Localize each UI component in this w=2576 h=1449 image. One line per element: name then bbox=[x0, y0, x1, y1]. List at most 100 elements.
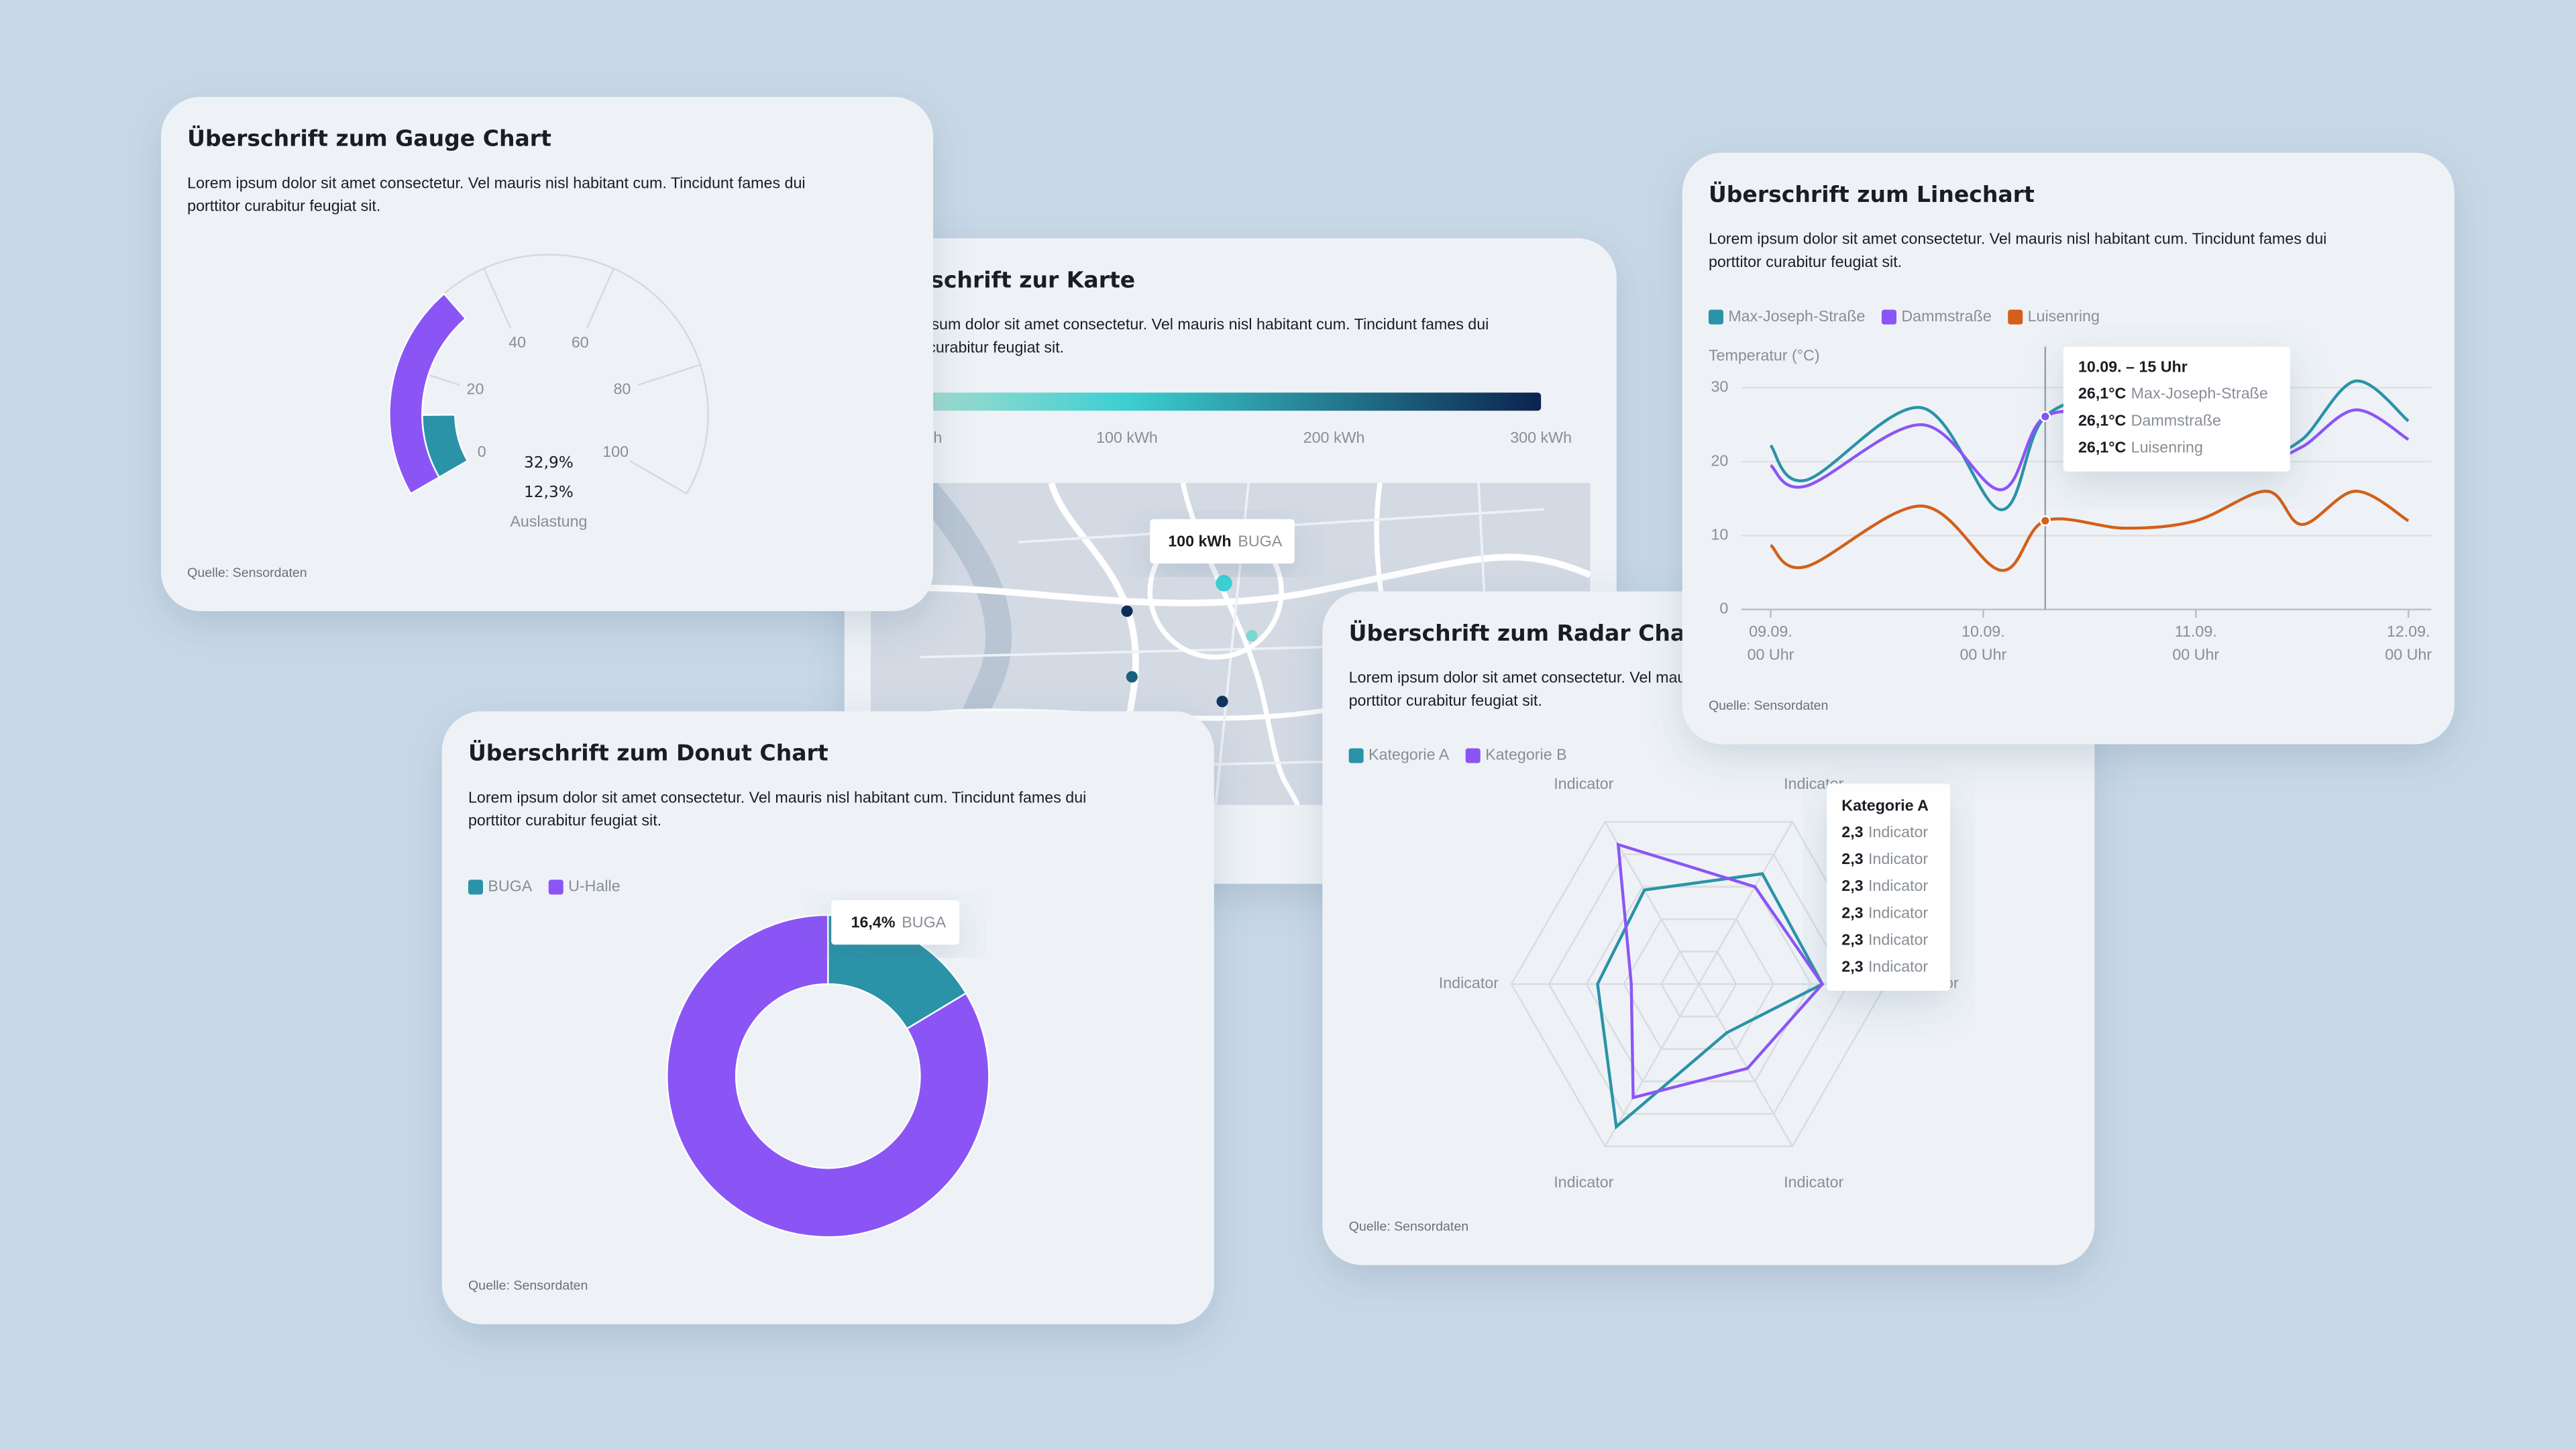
legend-swatch bbox=[548, 879, 564, 895]
donut-slice bbox=[666, 914, 990, 1238]
gauge-tick-label: 20 bbox=[467, 380, 484, 398]
tooltip-name: Indicator bbox=[1868, 930, 1928, 948]
tooltip-name: BUGA bbox=[1238, 532, 1282, 549]
card: Überschrift zum Gauge Chart Lorem ipsum d… bbox=[161, 97, 934, 612]
gauge-label: Auslastung bbox=[510, 513, 587, 530]
card-description: Lorem ipsum dolor sit amet consectetur. … bbox=[871, 315, 1489, 333]
legend-label: Max-Joseph-Straße bbox=[1728, 307, 1865, 325]
tooltip bbox=[1827, 784, 1950, 991]
gauge-tick-label: 0 bbox=[478, 443, 486, 460]
card-source: Quelle: Sensordaten bbox=[468, 1279, 588, 1293]
colorbar-tick-label: 100 kWh bbox=[1096, 429, 1158, 446]
tooltip-value: 2,3 bbox=[1841, 904, 1863, 921]
gauge-tick bbox=[586, 268, 614, 329]
tooltip-name: Luisenring bbox=[2131, 439, 2203, 456]
legend-swatch bbox=[468, 879, 483, 895]
card-description: porttitor curabitur feugiat sit. bbox=[1709, 253, 1902, 270]
legend-swatch bbox=[1881, 309, 1897, 325]
map-point bbox=[1126, 671, 1138, 683]
card: Überschrift zum Linechart Lorem ipsum dol… bbox=[1682, 152, 2455, 745]
x-tick-label: 09.09. bbox=[1749, 623, 1792, 640]
legend-label: Dammstraße bbox=[1901, 307, 1991, 325]
colorbar-tick-label: 200 kWh bbox=[1303, 429, 1365, 446]
tooltip-value: 2,3 bbox=[1841, 850, 1863, 867]
gauge-bar bbox=[421, 414, 469, 479]
tooltip-value: 26,1°C bbox=[2078, 411, 2127, 429]
colorbar bbox=[920, 392, 1542, 411]
line-series bbox=[1770, 490, 2410, 572]
radar-spoke bbox=[1698, 821, 1793, 985]
card: Überschrift zum Donut Chart Lorem ipsum d… bbox=[441, 711, 1214, 1324]
y-tick-label: 0 bbox=[1719, 600, 1728, 617]
tooltip bbox=[1150, 519, 1295, 564]
gauge-value: 12,3% bbox=[524, 483, 574, 501]
gauge-tick-label: 80 bbox=[613, 380, 631, 398]
x-tick-label: 10.09. bbox=[1962, 623, 2005, 640]
tooltip-value: 26,1°C bbox=[2078, 384, 2127, 402]
radar-spoke bbox=[1604, 821, 1700, 985]
map-point bbox=[1246, 630, 1258, 642]
tooltip-value: 2,3 bbox=[1841, 823, 1863, 841]
radar-spoke bbox=[1604, 983, 1700, 1147]
y-tick-label: 10 bbox=[1711, 526, 1728, 543]
gauge-tick-label: 40 bbox=[508, 333, 526, 351]
radar-series bbox=[1596, 872, 1825, 1130]
hover-point bbox=[2039, 515, 2051, 527]
tooltip-value: 2,3 bbox=[1841, 930, 1863, 948]
legend-swatch bbox=[2008, 309, 2023, 325]
x-tick-label: 00 Uhr bbox=[1960, 645, 2006, 663]
map-street bbox=[870, 553, 1591, 606]
card-title: Überschrift zum Donut Chart bbox=[468, 739, 828, 766]
card-title: Überschrift zum Linechart bbox=[1709, 180, 2035, 207]
card-source: Quelle: Sensordaten bbox=[1709, 698, 1829, 713]
legend-label: U-Halle bbox=[568, 877, 621, 895]
card-title: Überschrift zum Gauge Chart bbox=[187, 125, 551, 152]
card-bg bbox=[441, 711, 1214, 1324]
tooltip-name: Indicator bbox=[1868, 823, 1928, 841]
tooltip-name: Indicator bbox=[1868, 958, 1928, 975]
x-tick-label: 00 Uhr bbox=[2385, 645, 2432, 663]
x-tick-label: 12.09. bbox=[2387, 623, 2430, 640]
tooltip-name: Indicator bbox=[1868, 850, 1928, 867]
radar-axis-label: Indicator bbox=[1784, 1173, 1843, 1191]
gauge-tick-label: 100 bbox=[602, 443, 629, 460]
card-bg bbox=[161, 97, 934, 612]
tooltip bbox=[831, 900, 960, 945]
card-description: Lorem ipsum dolor sit amet consectetur. … bbox=[1709, 230, 2326, 248]
legend-swatch bbox=[1465, 748, 1481, 763]
radar-series bbox=[1616, 842, 1825, 1100]
legend-label: Kategorie A bbox=[1368, 746, 1450, 763]
gauge-tick bbox=[483, 268, 512, 329]
x-tick-label: 11.09. bbox=[2175, 623, 2217, 640]
gauge-value: 32,9% bbox=[524, 453, 574, 472]
legend-swatch bbox=[1708, 309, 1723, 325]
card-description: Lorem ipsum dolor sit amet consectetur. … bbox=[187, 174, 805, 191]
tooltip-name: Indicator bbox=[1868, 904, 1928, 921]
radar-axis-label: Indicator bbox=[1554, 775, 1613, 792]
tooltip-name: Indicator bbox=[1868, 877, 1928, 894]
card-source: Quelle: Sensordaten bbox=[187, 566, 307, 580]
card-description: porttitor curabitur feugiat sit. bbox=[187, 197, 380, 215]
card-bg bbox=[1322, 591, 2095, 1265]
map-point bbox=[1216, 575, 1232, 592]
card-description: Lorem ipsum dolor sit amet consectetur. … bbox=[468, 788, 1086, 806]
tooltip-value: 2,3 bbox=[1841, 958, 1863, 975]
colorbar-tick-label: 300 kWh bbox=[1510, 429, 1572, 446]
y-tick-label: 30 bbox=[1711, 378, 1728, 395]
radar-spoke bbox=[1698, 983, 1793, 1147]
card-source: Quelle: Sensordaten bbox=[1349, 1220, 1469, 1234]
map-point bbox=[1216, 696, 1228, 708]
tooltip-title: Kategorie A bbox=[1841, 797, 1929, 814]
legend-label: Luisenring bbox=[2028, 307, 2100, 325]
x-tick-label: 00 Uhr bbox=[2172, 645, 2219, 663]
hover-point bbox=[2039, 411, 2051, 423]
card-description: porttitor curabitur feugiat sit. bbox=[1349, 692, 1542, 709]
gauge-tick bbox=[637, 364, 701, 386]
y-tick-label: 20 bbox=[1711, 451, 1728, 469]
gauge-tick-label: 60 bbox=[572, 333, 589, 351]
tooltip-value: 26,1°C bbox=[2078, 439, 2127, 456]
gauge-tick bbox=[629, 460, 688, 494]
